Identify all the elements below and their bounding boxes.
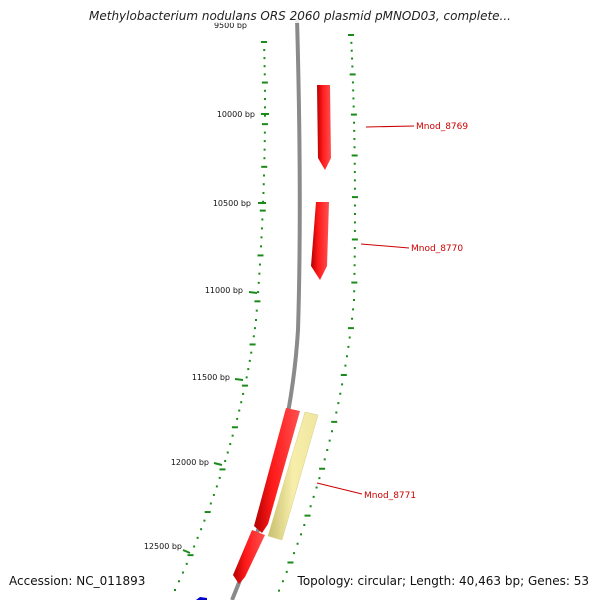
- accession-info: Accession: NC_011893: [9, 574, 148, 588]
- ruler-label: 10500 bp: [213, 199, 251, 208]
- gene-label-mnod-8769: Mnod_8769: [416, 122, 468, 132]
- ruler-label: 9500 bp: [214, 21, 247, 30]
- callout-line: [365, 125, 415, 128]
- gene-label-mnod-8771: Mnod_8771: [364, 491, 416, 501]
- ruler-label: 12500 bp: [144, 542, 182, 551]
- gene-red-lower[interactable]: [233, 530, 265, 584]
- callout-line: [360, 243, 410, 249]
- inner-tick-ring: [174, 41, 268, 591]
- ruler-label: 10000 bp: [217, 110, 255, 119]
- gene-label-mnod-8770: Mnod_8770: [411, 244, 463, 254]
- gene-mnod-8769[interactable]: [317, 85, 331, 170]
- ruler-label: 11000 bp: [205, 286, 243, 295]
- ruler-labels: 9500 bp 10000 bp 10500 bp 11000 bp 11500…: [144, 21, 269, 554]
- ruler-label: 12000 bp: [171, 458, 209, 467]
- gene-mnod-8771[interactable]: [254, 408, 300, 533]
- ruler-label: 11500 bp: [192, 373, 230, 382]
- callout-line: [316, 482, 363, 495]
- map-title: Methylobacterium nodulans ORS 2060 plasm…: [0, 9, 600, 23]
- topology-info: Topology: circular; Length: 40,463 bp; G…: [297, 574, 589, 588]
- gene-blue-lower[interactable]: [196, 597, 207, 600]
- outer-tick-ring: [278, 34, 358, 592]
- gene-mnod-8770[interactable]: [311, 202, 329, 280]
- gene-callouts: Mnod_8769 Mnod_8770 Mnod_8771: [316, 122, 468, 501]
- gene-highlight-yellow[interactable]: [267, 411, 319, 541]
